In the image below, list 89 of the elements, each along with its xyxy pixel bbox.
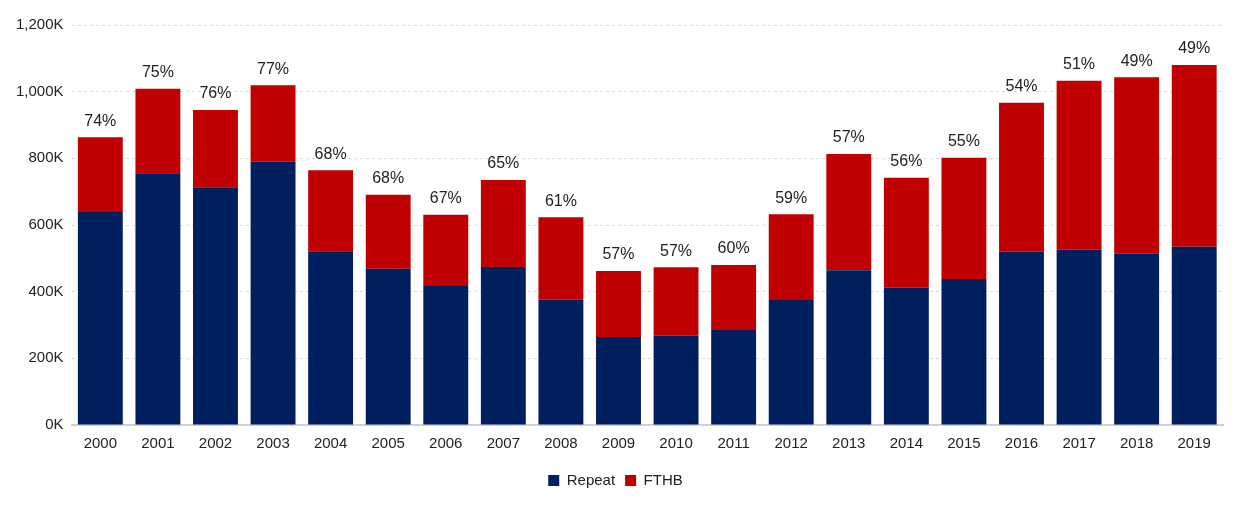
y-tick-label: 400K <box>28 281 64 299</box>
annotation: 68% <box>314 144 347 162</box>
x-tick-label: 2017 <box>1062 434 1096 452</box>
bar <box>883 287 929 425</box>
annotation: 74% <box>84 111 117 129</box>
x-tick-label: 2005 <box>371 434 405 452</box>
annotation: 61% <box>544 191 577 209</box>
x-tick-label: 2016 <box>1004 434 1039 452</box>
x-tick-label: 2009 <box>601 434 636 452</box>
x-tick-label: 2019 <box>1177 434 1211 452</box>
annotation: 75% <box>141 63 174 81</box>
x-tick-label: 2010 <box>659 434 693 452</box>
legend-label: Repeat <box>566 470 616 488</box>
x-tick-label: 2015 <box>947 434 981 452</box>
bar <box>135 173 181 425</box>
bar <box>711 265 757 330</box>
bar <box>1056 80 1102 250</box>
bar <box>365 194 411 269</box>
annotation: 76% <box>199 84 232 102</box>
bar <box>941 157 987 279</box>
bar <box>768 300 814 425</box>
annotation: 60% <box>717 239 750 257</box>
bar <box>653 267 699 336</box>
x-tick-label: 2012 <box>774 434 808 452</box>
annotation: 68% <box>372 169 405 187</box>
bar <box>365 268 411 425</box>
bar <box>596 271 641 337</box>
bar <box>883 177 929 288</box>
annotation: 56% <box>890 152 923 170</box>
annotation: 67% <box>429 189 462 207</box>
annotation: 57% <box>602 245 635 263</box>
x-tick-label: 2014 <box>889 434 924 452</box>
x-tick-label: 2001 <box>141 434 175 452</box>
annotation: 55% <box>947 132 980 150</box>
annotation: 77% <box>257 59 290 77</box>
bar <box>1114 253 1160 425</box>
bar <box>768 214 814 300</box>
bar <box>480 180 526 267</box>
annotation: 57% <box>660 241 693 259</box>
y-tick-label: 800K <box>28 148 64 166</box>
x-tick-label: 2002 <box>198 434 233 452</box>
x-tick-label: 2008 <box>544 434 578 452</box>
legend-label: FTHB <box>643 470 683 488</box>
x-tick-label: 2018 <box>1119 434 1154 452</box>
bar <box>826 270 872 425</box>
bar <box>308 170 354 252</box>
bar <box>250 161 296 425</box>
bar <box>711 330 757 425</box>
x-tick-label: 2013 <box>832 434 866 452</box>
bar <box>193 187 238 425</box>
bar <box>1171 65 1217 247</box>
bar <box>480 267 526 425</box>
annotation: 65% <box>487 154 520 172</box>
x-tick-label: 2011 <box>717 434 750 452</box>
bar <box>77 137 123 212</box>
bar <box>653 335 699 425</box>
bar <box>999 251 1044 425</box>
bar <box>423 286 469 425</box>
annotation: 59% <box>775 188 808 206</box>
bar <box>77 212 123 425</box>
bar <box>250 85 296 162</box>
annotation: 49% <box>1120 51 1153 69</box>
x-tick-label: 2000 <box>83 434 118 452</box>
annotation: 57% <box>832 128 865 146</box>
bar <box>538 217 584 300</box>
y-tick-label: 1,200K <box>15 15 64 33</box>
bar <box>193 110 238 188</box>
bar <box>596 337 641 425</box>
bar <box>308 251 354 425</box>
x-tick-label: 2003 <box>256 434 290 452</box>
x-tick-label: 2004 <box>313 434 348 452</box>
bar <box>538 299 584 425</box>
bar <box>135 88 181 174</box>
annotation: 49% <box>1178 39 1211 57</box>
annotation: 54% <box>1005 77 1038 95</box>
y-tick-label: 200K <box>28 348 64 366</box>
y-tick-label: 0K <box>45 415 64 433</box>
bar <box>826 154 872 271</box>
bar <box>423 214 469 286</box>
annotation: 51% <box>1063 55 1096 73</box>
bar <box>999 102 1044 252</box>
bar <box>941 279 987 425</box>
bar <box>1056 249 1102 425</box>
bar <box>1171 246 1217 425</box>
x-tick-label: 2006 <box>429 434 463 452</box>
x-tick-label: 2007 <box>486 434 521 452</box>
y-tick-label: 1,000K <box>15 81 64 99</box>
y-tick-label: 600K <box>28 215 64 233</box>
bar <box>1114 77 1160 254</box>
